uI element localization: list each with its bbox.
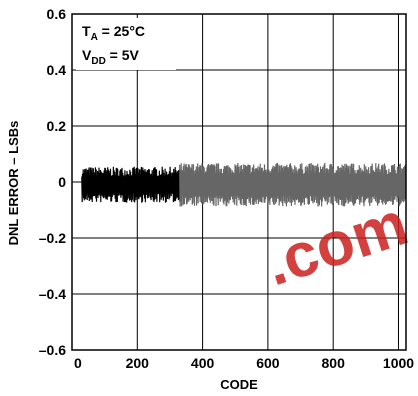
plot-frame [71,13,407,351]
watermark: .com [257,189,416,299]
axis-ticks: 0 200 400 600 800 1000 0.6 0.4 0.2 0 –0.2 –0.4 –0.6 [39,6,415,371]
y-axis-label: DNL ERROR – LSBs [6,121,21,246]
x-axis-label: CODE [220,377,258,392]
dnl-series-2 [179,162,407,207]
x-tick-label: 200 [126,355,150,371]
note-background [76,18,176,70]
y-tick-label: 0 [58,174,66,190]
x-tick-label: 400 [191,355,215,371]
y-tick-label: 0.2 [47,118,67,134]
y-tick-label: –0.6 [39,342,66,358]
dnl-series-1 [81,166,181,203]
condition-line: VDD = 5V [82,47,140,67]
y-tick-label: –0.4 [39,286,66,302]
conditions-note: TA = 25°C VDD = 5V [76,18,176,70]
x-tick-label: 0 [74,355,82,371]
watermark-text: .com [257,189,416,299]
y-tick-label: 0.4 [47,62,67,78]
x-tick-label: 800 [322,355,346,371]
x-tick-label: 1000 [383,355,414,371]
condition-line: TA = 25°C [82,23,145,43]
y-tick-label: –0.2 [39,230,66,246]
y-tick-label: 0.6 [47,6,67,22]
x-tick-label: 600 [256,355,280,371]
series-layer [81,162,407,207]
